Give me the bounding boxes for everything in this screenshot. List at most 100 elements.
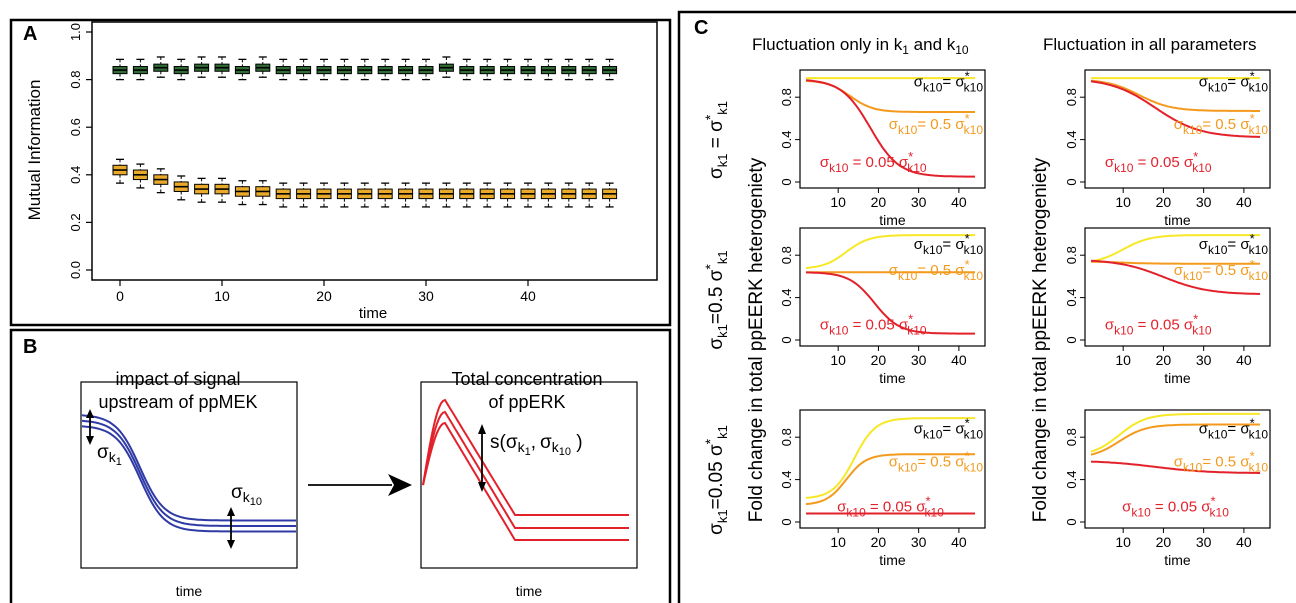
panel-c-plot-r3c2: 10 20 30 40 0 0.4 0.8 time σk10= σ* k10 σk10= 0.5 … bbox=[1064, 409, 1271, 568]
panel-c-ytick-label: 0 bbox=[779, 336, 794, 343]
panel-c-plot-frame bbox=[799, 227, 986, 347]
panel-b-right-curves bbox=[422, 398, 629, 541]
panel-c-ytick-label: 0.4 bbox=[1064, 131, 1079, 149]
panel-a-boxes bbox=[112, 56, 618, 208]
panel-c-xtick-label: 40 bbox=[951, 194, 967, 210]
panel-b-right-title-2: of ppERK bbox=[488, 392, 565, 412]
panel-b-frame bbox=[9, 328, 672, 603]
panel-c-ylabel-left: Fold change in total ppEERK heterogeniet… bbox=[746, 157, 767, 522]
panel-c-ytick-label: 0 bbox=[1064, 336, 1079, 343]
panel-b-left-xlabel: time bbox=[176, 583, 203, 599]
panel-c-curve bbox=[1090, 260, 1260, 265]
panel-c-xtick-label: 20 bbox=[1156, 352, 1172, 368]
panel-c-plot-r1c1: 10 20 30 40 0 0.4 0.8 time σk10= σ* k10 σk10= 0.5 … bbox=[779, 69, 986, 228]
panel-c-col1-title: Fluctuation only in k1 and k10 bbox=[752, 35, 969, 57]
panel-c-xtick-label: 10 bbox=[1115, 352, 1131, 368]
panel-c-curve bbox=[805, 453, 975, 506]
panel-c-grid: Fluctuation only in k1 and k10 Fluctuati… bbox=[702, 35, 1271, 568]
panel-c-xtick-label: 20 bbox=[871, 194, 887, 210]
panel-c-label-full: σk10= σ* k10 bbox=[914, 69, 984, 95]
panel-c-xtick-label: 20 bbox=[871, 534, 887, 550]
panel-a-xtick-label: 40 bbox=[520, 288, 536, 304]
panel-a-xtick-label: 0 bbox=[116, 288, 124, 304]
panel-c-row-labels: σk1 = σ*k1 σk1=0.5 σ*k1 σk1=0.05 σ*k1 bbox=[702, 101, 730, 535]
panel-c-label-half: σk10= 0.5 σ* k10 bbox=[1174, 449, 1269, 475]
panel-a-boxplot: 0.0 0.2 0.4 0.6 0.8 1.0 0 10 20 30 40 Mutual Info… bbox=[25, 21, 658, 322]
panel-a-letter: A bbox=[23, 23, 37, 45]
panel-a-ytick-label: 0.2 bbox=[68, 213, 83, 231]
panel-c-xtick-label: 40 bbox=[951, 352, 967, 368]
panel-c-label-small: σk10 = 0.05 σ* k10 bbox=[1105, 149, 1212, 175]
panel-c-plot-frame bbox=[799, 409, 986, 529]
panel-a-xlabel: time bbox=[359, 305, 387, 322]
panel-c-xlabel: time bbox=[1164, 370, 1191, 386]
panel-c-curve bbox=[1090, 460, 1260, 474]
panel-c-label-small: σk10 = 0.05 σ* k10 bbox=[1122, 493, 1229, 519]
panel-c-ytick-label: 0 bbox=[779, 518, 794, 525]
panel-c-ytick-label: 0.8 bbox=[779, 246, 794, 264]
panel-c-xtick-label: 30 bbox=[1196, 534, 1212, 550]
panel-b-left-title-2: upstream of ppMEK bbox=[98, 392, 257, 412]
panel-c-curve bbox=[805, 417, 975, 499]
panel-c-ytick-label: 0.8 bbox=[779, 428, 794, 446]
panel-c-frame bbox=[677, 10, 1296, 603]
panel-c-plot-frame bbox=[1084, 227, 1271, 347]
panel-a-frame bbox=[9, 18, 672, 327]
panel-c-ytick-label: 0.8 bbox=[1064, 88, 1079, 106]
panel-c-xtick-label: 40 bbox=[1236, 352, 1252, 368]
panel-b-schematic: impact of signal upstream of ppMEK Total… bbox=[80, 369, 638, 599]
panel-c-curve bbox=[805, 271, 975, 335]
panel-c-label-small: σk10 = 0.05 σ* k10 bbox=[1105, 311, 1212, 337]
panel-b-s-function: s(σk1, σk10 ) bbox=[490, 432, 583, 458]
panel-b-letter: B bbox=[23, 336, 37, 358]
panel-b-left-curves bbox=[81, 414, 296, 533]
panel-c-curve bbox=[1090, 259, 1261, 295]
panel-b-left-arrow-top bbox=[86, 409, 94, 445]
panel-c-curve bbox=[1090, 423, 1260, 456]
panel-c-xtick-label: 20 bbox=[871, 352, 887, 368]
panel-c-ylabel-right: Fold change in total ppEERK heterogeniet… bbox=[1030, 157, 1051, 522]
panel-c-ytick-label: 0 bbox=[1064, 178, 1079, 185]
panel-c-xtick-label: 30 bbox=[1196, 352, 1212, 368]
panel-c-xtick-label: 10 bbox=[830, 534, 846, 550]
panel-c-xtick-label: 20 bbox=[1156, 194, 1172, 210]
panel-c-xtick-label: 40 bbox=[1236, 534, 1252, 550]
panel-c-ytick-label: 0 bbox=[1064, 518, 1079, 525]
panel-b-ppmek-curve bbox=[81, 414, 296, 522]
panel-c-ytick-label: 0.8 bbox=[1064, 246, 1079, 264]
panel-c-label-full: σk10= σ* k10 bbox=[1199, 231, 1269, 257]
panel-a-plot-frame bbox=[91, 21, 658, 281]
panel-c-xtick-label: 40 bbox=[951, 534, 967, 550]
panel-b-ppmek-curve bbox=[81, 425, 296, 533]
panel-c-label-small: σk10 = 0.05 σ* k10 bbox=[837, 493, 944, 519]
panel-c-ytick-label: 0.8 bbox=[1064, 428, 1079, 446]
panel-a-xtick-label: 20 bbox=[316, 288, 332, 304]
panel-c-curve bbox=[1090, 79, 1260, 112]
panel-a-x-ticks: 0 10 20 30 40 bbox=[116, 280, 536, 304]
panel-a-xtick-label: 30 bbox=[418, 288, 434, 304]
panel-c-xtick-label: 30 bbox=[911, 534, 927, 550]
panel-b-sigma-k10: σk10 bbox=[231, 482, 262, 508]
panel-b-pperk-curve bbox=[422, 421, 629, 541]
panel-a-ytick-label: 0.6 bbox=[68, 118, 83, 136]
panel-c-col2-title: Fluctuation in all parameters bbox=[1043, 35, 1257, 54]
panel-b-ppmek-curve bbox=[81, 419, 296, 527]
panel-c-ytick-label: 0.4 bbox=[1064, 471, 1079, 489]
panel-c-xtick-label: 30 bbox=[911, 194, 927, 210]
panel-c-label-full: σk10= σ* k10 bbox=[1199, 416, 1269, 442]
panel-c-curve bbox=[805, 79, 975, 178]
panel-c-plot-r3c1: 10 20 30 40 0 0.4 0.8 time σk10= σ* k10 σk10= 0.5 … bbox=[779, 409, 986, 568]
panel-b-right-xlabel: time bbox=[516, 583, 543, 599]
panel-c-xtick-label: 10 bbox=[1115, 194, 1131, 210]
panel-a-ylabel: Mutual Information bbox=[25, 80, 44, 221]
panel-c-plots: 10 20 30 40 0 0.4 0.8 time σk10= σ* k10 σk10= 0.5 … bbox=[779, 69, 1271, 568]
panel-a-ytick-label: 0.8 bbox=[68, 71, 83, 89]
panel-c-row-label: σk1=0.5 σ*k1 bbox=[702, 250, 730, 349]
panel-c-xlabel: time bbox=[1164, 552, 1191, 568]
panel-c-label-full: σk10= σ* k10 bbox=[914, 416, 984, 442]
panel-c-xtick-label: 20 bbox=[1156, 534, 1172, 550]
panel-a-xtick-label: 10 bbox=[214, 288, 230, 304]
panel-c-curve bbox=[1090, 234, 1260, 263]
